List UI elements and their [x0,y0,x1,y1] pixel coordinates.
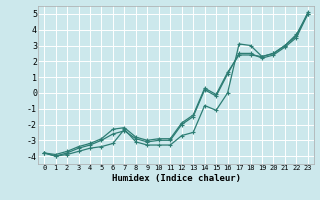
X-axis label: Humidex (Indice chaleur): Humidex (Indice chaleur) [111,174,241,183]
